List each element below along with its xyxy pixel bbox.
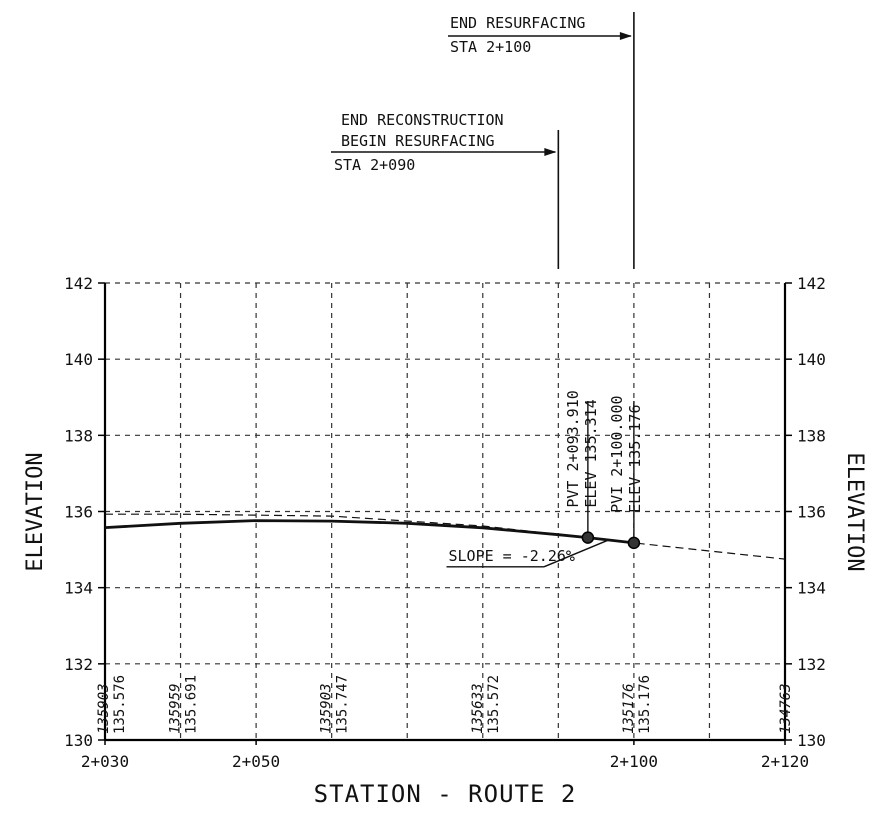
end-resurfacing-arrowhead <box>619 32 632 40</box>
end-resurfacing-station: STA 2+100 <box>450 38 531 56</box>
y-axis-title-left: ELEVATION <box>23 452 48 571</box>
station-elevation-label: 135959 <box>168 683 184 734</box>
end-reconstruction-station: STA 2+090 <box>334 156 415 174</box>
y-tick-label-right: 140 <box>797 350 826 369</box>
y-tick-label-right: 130 <box>797 731 826 750</box>
y-tick-label-left: 136 <box>64 503 93 522</box>
slope-leader <box>543 539 608 568</box>
point-label: PVT 2+093.910 <box>564 390 582 507</box>
x-tick-label: 2+050 <box>232 752 280 771</box>
x-tick-label: 2+120 <box>761 752 809 771</box>
existing-grade-line <box>105 513 786 560</box>
x-tick-label: 2+100 <box>610 752 658 771</box>
proposed-profile-line <box>104 519 635 545</box>
slope-label: SLOPE = -2.26% <box>449 547 575 565</box>
y-tick-label-right: 138 <box>797 426 826 445</box>
station-elevation-label: 135.747 <box>335 675 351 734</box>
y-tick-label-left: 132 <box>64 655 93 674</box>
y-tick-label-right: 134 <box>797 579 826 598</box>
station-elevation-label: 135.572 <box>486 675 502 734</box>
y-tick-label-left: 140 <box>64 350 93 369</box>
y-tick-label-right: 136 <box>797 503 826 522</box>
profile-point <box>627 536 641 550</box>
profile-series <box>104 401 786 560</box>
station-elevation-label: 135633 <box>470 683 486 734</box>
station-elevation-label: 135903 <box>96 683 112 734</box>
point-label: ELEV 135.314 <box>582 399 600 507</box>
axes: 130 130 132 132 134 134 136 136 138 138 140 140 142 1… <box>64 274 826 771</box>
begin-resurfacing-title: BEGIN RESURFACING <box>341 132 495 150</box>
y-tick-label-left: 142 <box>64 274 93 293</box>
y-axis-title-right: ELEVATION <box>842 452 867 571</box>
x-tick-label: 2+030 <box>81 752 129 771</box>
end-resurfacing-title: END RESURFACING <box>450 14 585 32</box>
y-tick-label-right: 142 <box>797 274 826 293</box>
station-elevation-label: 135.691 <box>184 675 200 734</box>
end-reconstruction-arrowhead <box>544 148 557 156</box>
station-elevation-label: 135903 <box>319 683 335 734</box>
station-elevation-label: 135176 <box>621 683 637 734</box>
grid <box>105 282 785 740</box>
y-tick-label-right: 132 <box>797 655 826 674</box>
point-label: PVI 2+100.000 <box>608 395 626 512</box>
station-elevation-label: 134763 <box>778 683 794 734</box>
y-tick-label-left: 138 <box>64 426 93 445</box>
end-reconstruction-title: END RECONSTRUCTION <box>341 111 504 129</box>
y-tick-label-left: 130 <box>64 731 93 750</box>
x-axis-title: STATION - ROUTE 2 <box>314 780 577 808</box>
y-tick-label-left: 134 <box>64 579 93 598</box>
station-elevation-label: 135.576 <box>112 675 128 734</box>
station-markers <box>331 12 635 269</box>
profile-point <box>581 531 595 544</box>
labels: PVT 2+093.910 ELEV 135.314 PVI 2+100.000 EL… <box>96 14 794 734</box>
point-label: ELEV 135.176 <box>626 405 644 513</box>
station-elevation-label: 135.176 <box>637 675 653 734</box>
